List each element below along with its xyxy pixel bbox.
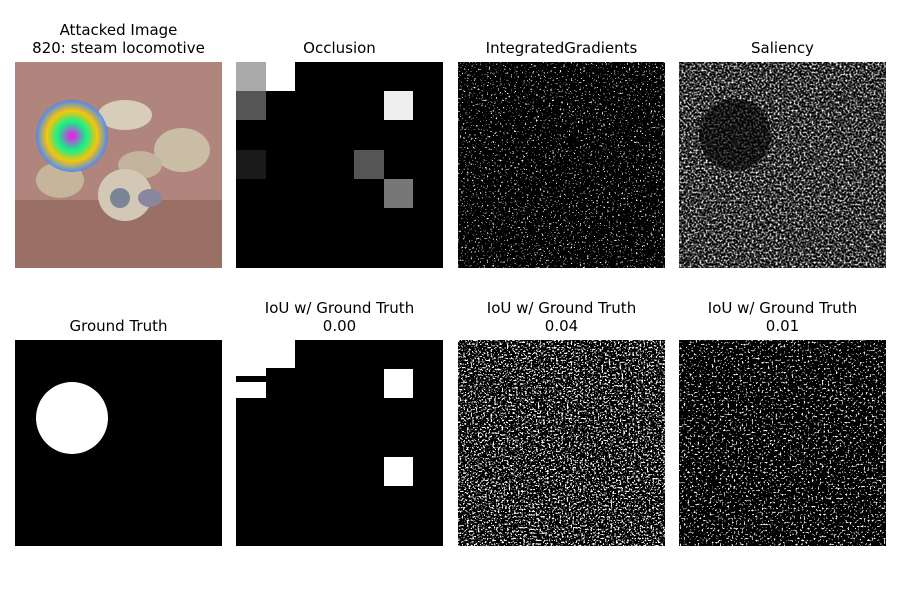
panel-subtitle: 820: steam locomotive <box>32 39 205 57</box>
panel-subtitle: 0.00 <box>323 317 356 335</box>
panel-title: Occlusion <box>303 39 376 57</box>
panel-title: Saliency <box>751 39 814 57</box>
integrated-gradients-mask <box>458 340 665 546</box>
ground-truth-mask <box>15 340 222 546</box>
panel-title: Attacked Image <box>60 21 178 39</box>
panel-title: Ground Truth <box>70 317 168 335</box>
attacked-image <box>15 62 222 268</box>
panel-subtitle: 0.01 <box>766 317 799 335</box>
occlusion-mask <box>236 340 443 546</box>
panel-title: IoU w/ Ground Truth <box>487 299 636 317</box>
integrated-gradients-map <box>458 62 665 268</box>
panel-title: IoU w/ Ground Truth <box>265 299 414 317</box>
panel-subtitle: 0.04 <box>545 317 578 335</box>
saliency-mask <box>679 340 886 546</box>
occlusion-map <box>236 62 443 268</box>
saliency-map <box>679 62 886 268</box>
panel-title: IntegratedGradients <box>486 39 638 57</box>
panel-title: IoU w/ Ground Truth <box>708 299 857 317</box>
